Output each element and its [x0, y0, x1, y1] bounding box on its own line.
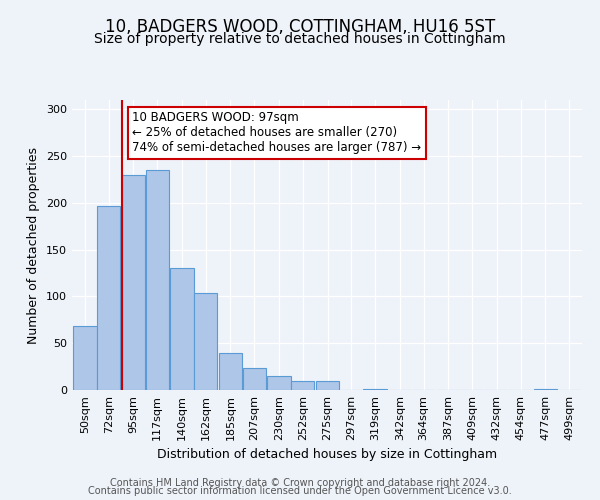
Bar: [73, 326, 97, 390]
Bar: [242, 368, 266, 390]
Bar: [534, 389, 557, 390]
Y-axis label: Number of detached properties: Number of detached properties: [28, 146, 40, 344]
Bar: [364, 389, 386, 390]
Text: Contains HM Land Registry data © Crown copyright and database right 2024.: Contains HM Land Registry data © Crown c…: [110, 478, 490, 488]
Bar: [146, 170, 169, 390]
Bar: [122, 175, 145, 390]
Bar: [291, 380, 314, 390]
Bar: [194, 292, 217, 390]
Bar: [170, 268, 194, 390]
Bar: [97, 206, 120, 390]
Text: 10 BADGERS WOOD: 97sqm
← 25% of detached houses are smaller (270)
74% of semi-de: 10 BADGERS WOOD: 97sqm ← 25% of detached…: [133, 111, 422, 154]
Text: Contains public sector information licensed under the Open Government Licence v3: Contains public sector information licen…: [88, 486, 512, 496]
Bar: [219, 352, 242, 390]
Bar: [268, 376, 290, 390]
Text: Size of property relative to detached houses in Cottingham: Size of property relative to detached ho…: [94, 32, 506, 46]
Bar: [316, 380, 339, 390]
Text: 10, BADGERS WOOD, COTTINGHAM, HU16 5ST: 10, BADGERS WOOD, COTTINGHAM, HU16 5ST: [105, 18, 495, 36]
X-axis label: Distribution of detached houses by size in Cottingham: Distribution of detached houses by size …: [157, 448, 497, 462]
